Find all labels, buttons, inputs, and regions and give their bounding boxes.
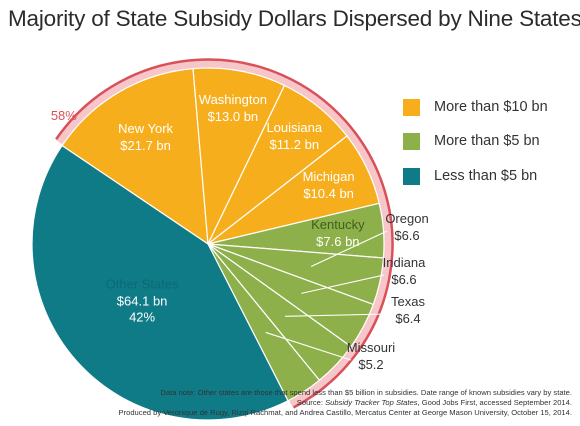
slice-value-texas: $6.4 xyxy=(395,311,420,326)
slice-label-michigan: Michigan xyxy=(303,169,355,184)
legend-swatch-more-than-5bn xyxy=(403,132,420,150)
slice-value-michigan: $10.4 bn xyxy=(303,186,354,201)
pie-slice-new-york xyxy=(61,67,209,246)
leader-line-texas xyxy=(284,313,389,317)
slice-label-missouri: Missouri xyxy=(347,340,396,355)
chart-title: Majority of State Subsidy Dollars Disper… xyxy=(8,6,580,31)
footnote-source-suffix: , Good Jobs First, accessed September 20… xyxy=(417,398,573,407)
leader-line-indiana xyxy=(301,274,385,294)
slice-label-louisiana: Louisiana xyxy=(266,120,322,135)
slice-value-missouri: $5.2 xyxy=(358,357,383,372)
highlight-band xyxy=(56,60,392,408)
slice-label-oregon: Oregon xyxy=(385,211,428,226)
slice-value-louisiana: $11.2 bn xyxy=(269,137,319,152)
slice-label-washington: Washington xyxy=(199,92,267,107)
slice-label-kentucky: Kentucky xyxy=(311,217,365,232)
slice-value-other-states: $64.1 bn xyxy=(117,293,168,308)
footnote-credits: Produced by Veronique de Rugy, Rizqi Rac… xyxy=(118,408,572,417)
slice-label-texas: Texas xyxy=(391,294,425,309)
slice-percent-other-states: 42% xyxy=(129,309,155,324)
highlight-percent-label: 58% xyxy=(51,108,77,123)
footnote-source: Source: Subsidy Tracker Top States, Good… xyxy=(297,398,572,408)
slice-value-indiana: $6.6 xyxy=(391,272,416,287)
legend-item-more-than-10bn: More than $10 bn xyxy=(403,97,548,117)
legend-swatch-less-than-5bn xyxy=(403,167,420,185)
footnote-source-title: Subsidy Tracker Top States xyxy=(325,398,418,407)
legend-swatch-more-than-10bn xyxy=(403,98,420,116)
slice-value-new-york: $21.7 bn xyxy=(120,138,171,153)
slice-value-oregon: $6.6 xyxy=(394,228,419,243)
footnote-data-note: Data note: Other states are those that s… xyxy=(160,388,572,397)
legend-label-less-than-5bn: Less than $5 bn xyxy=(434,168,538,184)
legend-label-more-than-5bn: More than $5 bn xyxy=(434,133,540,149)
slice-label-new-york: New York xyxy=(118,121,173,136)
slice-label-indiana: Indiana xyxy=(383,255,426,270)
pie-slice-washington xyxy=(192,67,286,247)
legend-label-more-than-10bn: More than $10 bn xyxy=(434,99,548,115)
legend-item-less-than-5bn: Less than $5 bn xyxy=(403,166,537,186)
pie-slice-other-states xyxy=(31,144,289,421)
slice-value-kentucky: $7.6 bn xyxy=(316,234,359,249)
leader-line-missouri xyxy=(265,331,352,361)
leader-line-oregon xyxy=(310,230,388,268)
slice-label-other-states: Other States xyxy=(106,276,179,291)
footnote-source-prefix: Source: xyxy=(296,398,326,407)
slice-value-washington: $13.0 bn xyxy=(208,109,259,124)
highlight-arc xyxy=(55,58,394,409)
legend-item-more-than-5bn: More than $5 bn xyxy=(403,131,540,151)
